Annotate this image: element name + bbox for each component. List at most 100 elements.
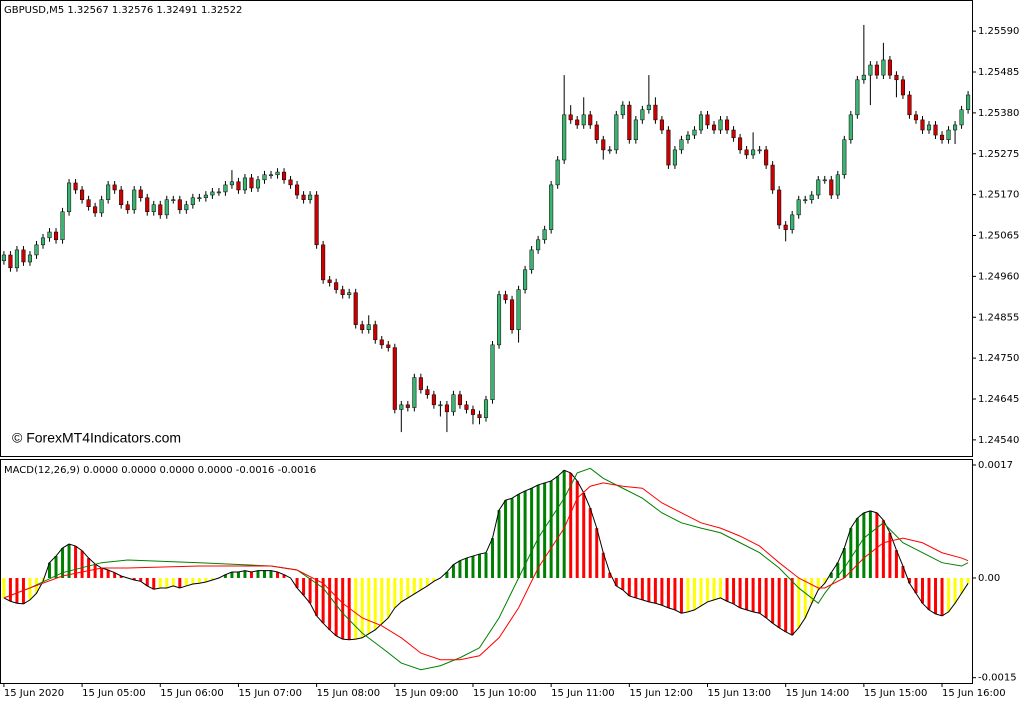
- candle-body: [236, 181, 241, 191]
- candle-body: [770, 164, 775, 191]
- candle-body: [861, 74, 866, 81]
- candle-body: [490, 344, 495, 401]
- candle-body: [894, 74, 899, 81]
- candle-body: [268, 174, 274, 177]
- candle-body: [314, 194, 319, 246]
- candle-body: [803, 199, 808, 201]
- y-tick-label: 1.24855: [978, 312, 1019, 323]
- candle-body: [953, 124, 958, 131]
- candle-body: [510, 299, 515, 330]
- y-tick-label: 1.24540: [978, 435, 1019, 446]
- candle-body: [132, 189, 137, 211]
- y-tick-label: 0.0017: [978, 460, 1013, 471]
- y-tick-label: 1.25380: [978, 108, 1019, 119]
- candle-body: [666, 129, 671, 166]
- candle-body: [913, 114, 919, 121]
- x-tick-label: 15 Jun 09:00: [395, 688, 459, 699]
- candle-body: [575, 119, 580, 126]
- candle-body: [672, 149, 677, 166]
- candle-body: [835, 174, 840, 196]
- candle-body: [744, 149, 749, 156]
- candle-body: [229, 181, 234, 186]
- candle-body: [340, 289, 345, 295]
- candle-body: [308, 194, 313, 200]
- y-tick-label: 1.24645: [978, 394, 1019, 405]
- candle-body: [946, 129, 951, 140]
- candle-body: [27, 254, 33, 263]
- candle-body: [119, 189, 124, 206]
- candle-body: [790, 214, 795, 230]
- candle-body: [907, 94, 912, 116]
- x-tick-label: 15 Jun 12:00: [629, 688, 693, 699]
- candle-body: [444, 404, 449, 413]
- candle-body: [197, 197, 202, 199]
- candle-body: [418, 377, 423, 390]
- candle-body: [796, 199, 801, 216]
- candle-body: [177, 199, 182, 211]
- candle-body: [842, 139, 847, 176]
- candle-body: [125, 204, 130, 211]
- candle-body: [86, 199, 91, 207]
- candle-body: [464, 404, 469, 410]
- candle-body: [106, 184, 111, 200]
- candle-body: [614, 114, 619, 151]
- candle-body: [275, 171, 280, 176]
- candle-body: [216, 191, 221, 194]
- candle-body: [900, 79, 905, 96]
- candle-body: [933, 124, 938, 136]
- candle-body: [601, 139, 606, 151]
- x-tick-label: 15 Jun 05:00: [82, 688, 146, 699]
- candle-body: [145, 197, 150, 213]
- candle-body: [353, 292, 358, 325]
- candle-body: [8, 254, 13, 269]
- candle-body: [627, 104, 632, 140]
- candle-body: [164, 199, 169, 216]
- candle-body: [158, 204, 163, 216]
- candle-body: [529, 249, 534, 271]
- macd-panel: [0, 459, 973, 684]
- candle-body: [138, 189, 143, 198]
- candle-body: [809, 194, 814, 200]
- x-tick-label: 15 Jun 06:00: [160, 688, 224, 699]
- histogram-outline: [3, 469, 969, 641]
- x-tick-label: 15 Jun 11:00: [551, 688, 615, 699]
- chart-title: GBPUSD,M5 1.32567 1.32576 1.32491 1.3252…: [4, 5, 242, 16]
- candle-body: [112, 184, 117, 191]
- candle-body: [99, 199, 104, 214]
- candle-body: [80, 189, 85, 200]
- candle-body: [425, 389, 430, 395]
- x-tick-label: 15 Jun 16:00: [942, 688, 1006, 699]
- candle-body: [536, 239, 541, 251]
- macd-line: [3, 467, 969, 671]
- candle-body: [549, 184, 554, 230]
- candle-body: [542, 229, 547, 241]
- candle-body: [321, 244, 326, 281]
- candle-body: [653, 104, 658, 121]
- candle-body: [496, 294, 502, 346]
- candle-body: [738, 137, 743, 151]
- candle-body: [685, 134, 690, 140]
- candle-body: [822, 179, 827, 182]
- candle-body: [959, 109, 964, 126]
- candle-body: [451, 394, 456, 413]
- candle-body: [659, 119, 664, 131]
- y-tick-label: 1.25590: [978, 26, 1019, 37]
- candle-body: [223, 184, 228, 193]
- candle-body: [386, 344, 391, 348]
- candle-body: [334, 282, 339, 290]
- candle-body: [171, 199, 176, 201]
- candle-body: [881, 59, 886, 76]
- y-tick-label: 0.00: [978, 573, 1000, 584]
- y-tick-label: 1.25065: [978, 231, 1019, 242]
- candle-body: [848, 114, 853, 140]
- candle-body: [288, 179, 293, 186]
- candle-body: [483, 399, 489, 418]
- candle-body: [516, 289, 521, 330]
- candle-body: [431, 394, 436, 406]
- candle-body: [640, 109, 645, 121]
- candle-body: [503, 294, 508, 300]
- price-panel: [0, 0, 973, 457]
- candle-body: [588, 114, 593, 126]
